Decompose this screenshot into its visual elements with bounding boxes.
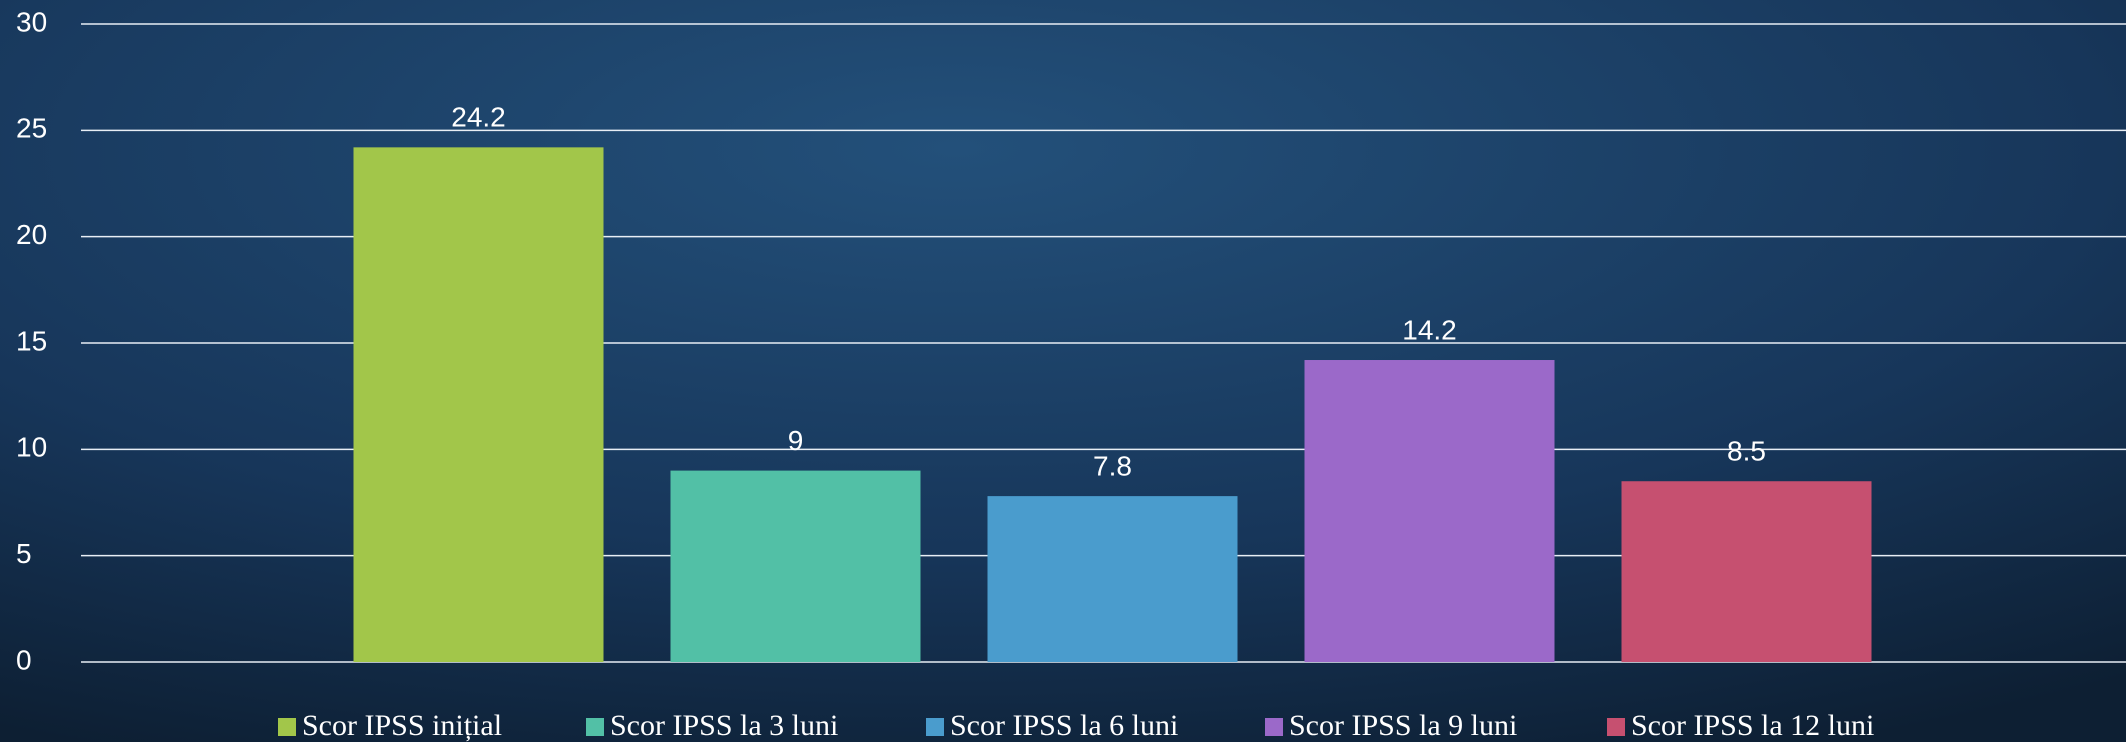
legend-label: Scor IPSS la 3 luni	[610, 709, 838, 742]
legend-label: Scor IPSS la 6 luni	[950, 709, 1178, 742]
y-tick-label: 15	[16, 325, 47, 356]
y-tick-label: 20	[16, 219, 47, 250]
legend-label: Scor IPSS la 12 luni	[1631, 709, 1874, 742]
bar	[670, 470, 921, 662]
legend-swatch	[1265, 718, 1283, 736]
legend-label: Scor IPSS la 9 luni	[1289, 709, 1517, 742]
data-label: 14.2	[1402, 314, 1457, 345]
y-tick-label: 25	[16, 113, 47, 144]
legend-swatch	[1607, 718, 1625, 736]
legend-swatch	[926, 718, 944, 736]
legend-swatch	[278, 718, 296, 736]
y-tick-label: 0	[16, 644, 32, 675]
data-label: 8.5	[1727, 436, 1766, 467]
y-tick-label: 30	[16, 6, 47, 37]
bar	[1621, 481, 1872, 662]
bar	[353, 147, 604, 662]
data-label: 7.8	[1093, 451, 1132, 482]
data-label: 24.2	[451, 102, 506, 133]
bar	[987, 496, 1238, 662]
legend-swatch	[586, 718, 604, 736]
y-tick-label: 10	[16, 432, 47, 463]
data-label: 9	[788, 425, 804, 456]
y-tick-label: 5	[16, 538, 32, 569]
bar	[1304, 360, 1555, 662]
legend-label: Scor IPSS inițial	[302, 709, 502, 742]
